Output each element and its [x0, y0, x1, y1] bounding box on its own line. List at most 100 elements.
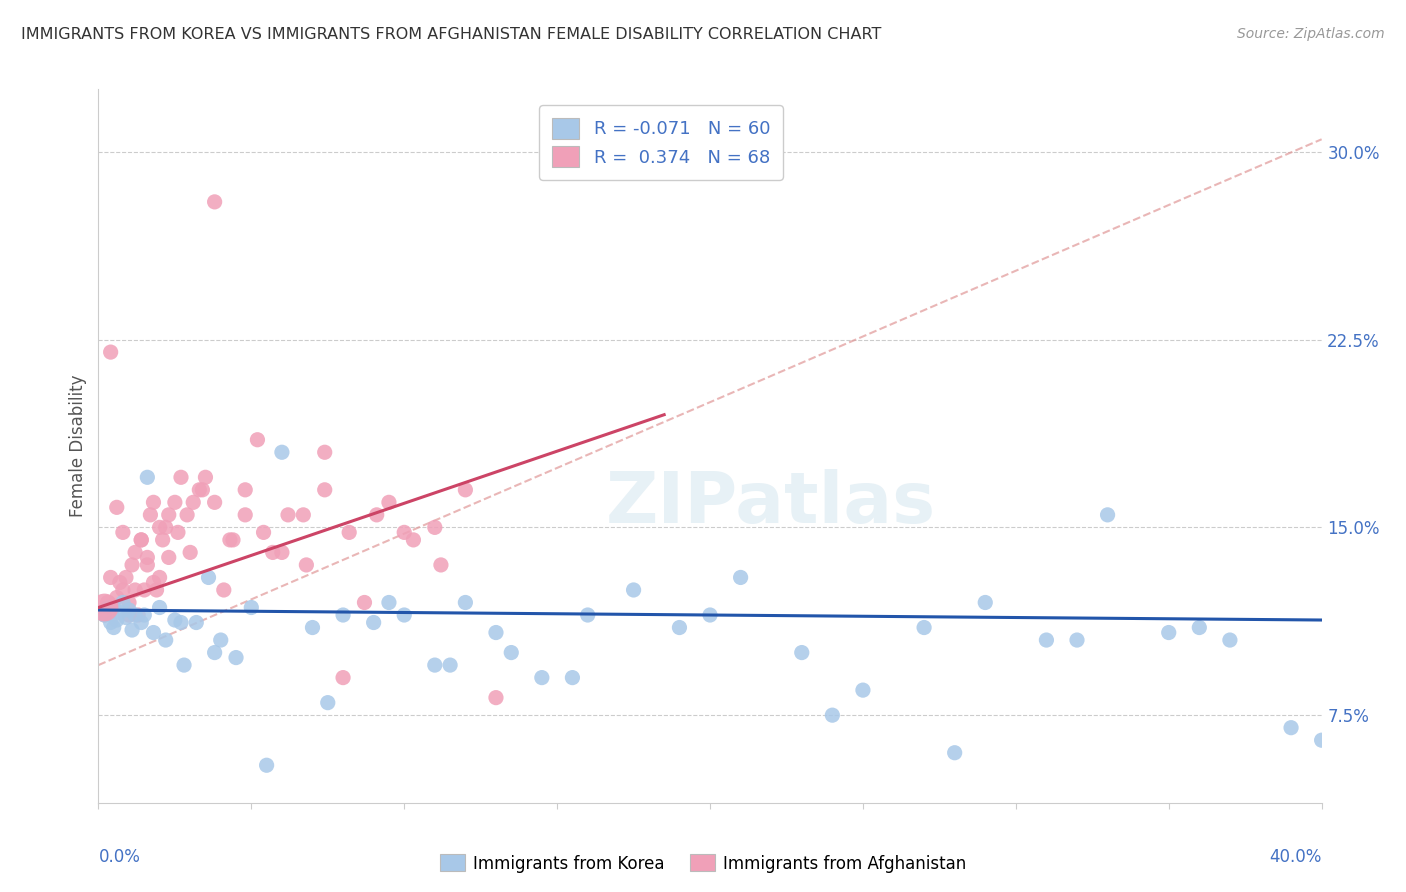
- Point: [314, 483, 336, 497]
- Point: [100, 615, 122, 630]
- Point: [219, 533, 242, 547]
- Point: [97, 595, 120, 609]
- Point: [262, 545, 284, 559]
- Point: [668, 621, 690, 635]
- Point: [103, 600, 125, 615]
- Point: [93, 600, 115, 615]
- Point: [170, 615, 193, 630]
- Point: [155, 520, 177, 534]
- Point: [111, 525, 134, 540]
- Point: [115, 570, 138, 584]
- Legend: Immigrants from Korea, Immigrants from Afghanistan: Immigrants from Korea, Immigrants from A…: [433, 847, 973, 880]
- Point: [363, 615, 385, 630]
- Point: [1279, 721, 1302, 735]
- Point: [127, 607, 149, 622]
- Point: [353, 595, 375, 609]
- Point: [337, 525, 360, 540]
- Point: [501, 646, 523, 660]
- Point: [485, 625, 508, 640]
- Point: [314, 445, 336, 459]
- Point: [115, 610, 138, 624]
- Text: ZIPatlas: ZIPatlas: [606, 468, 936, 538]
- Point: [142, 575, 165, 590]
- Point: [176, 508, 198, 522]
- Point: [943, 746, 966, 760]
- Point: [173, 658, 195, 673]
- Point: [378, 595, 401, 609]
- Y-axis label: Female Disability: Female Disability: [69, 375, 87, 517]
- Point: [105, 613, 128, 627]
- Point: [93, 607, 115, 622]
- Point: [181, 495, 204, 509]
- Point: [292, 508, 315, 522]
- Point: [974, 595, 997, 609]
- Point: [105, 500, 128, 515]
- Point: [105, 591, 128, 605]
- Point: [256, 758, 278, 772]
- Point: [111, 595, 134, 609]
- Point: [246, 433, 269, 447]
- Point: [212, 582, 235, 597]
- Text: Source: ZipAtlas.com: Source: ZipAtlas.com: [1237, 27, 1385, 41]
- Point: [152, 533, 174, 547]
- Legend: R = -0.071   N = 60, R =  0.374   N = 68: R = -0.071 N = 60, R = 0.374 N = 68: [540, 105, 783, 179]
- Point: [240, 600, 263, 615]
- Point: [439, 658, 461, 673]
- Point: [118, 595, 141, 609]
- Point: [108, 606, 131, 620]
- Point: [163, 495, 186, 509]
- Point: [1035, 633, 1057, 648]
- Point: [402, 533, 425, 547]
- Point: [912, 621, 935, 635]
- Point: [1219, 633, 1241, 648]
- Point: [821, 708, 844, 723]
- Point: [142, 495, 165, 509]
- Point: [454, 595, 477, 609]
- Point: [623, 582, 645, 597]
- Point: [204, 646, 226, 660]
- Point: [179, 545, 201, 559]
- Point: [124, 545, 146, 559]
- Point: [485, 690, 508, 705]
- Point: [97, 600, 120, 615]
- Point: [1310, 733, 1333, 747]
- Point: [142, 625, 165, 640]
- Point: [149, 520, 172, 534]
- Point: [233, 483, 256, 497]
- Point: [136, 470, 159, 484]
- Point: [1188, 621, 1211, 635]
- Point: [852, 683, 875, 698]
- Point: [222, 533, 245, 547]
- Point: [121, 558, 143, 572]
- Point: [118, 607, 141, 622]
- Point: [270, 445, 292, 459]
- Point: [129, 533, 152, 547]
- Point: [378, 495, 401, 509]
- Point: [136, 550, 159, 565]
- Point: [118, 603, 141, 617]
- Point: [301, 621, 323, 635]
- Point: [149, 570, 172, 584]
- Point: [454, 483, 477, 497]
- Point: [366, 508, 388, 522]
- Point: [136, 558, 159, 572]
- Point: [103, 621, 125, 635]
- Point: [155, 633, 177, 648]
- Point: [790, 646, 813, 660]
- Point: [124, 607, 146, 622]
- Point: [233, 508, 256, 522]
- Point: [129, 615, 152, 630]
- Point: [197, 570, 219, 584]
- Point: [170, 470, 193, 484]
- Point: [561, 671, 583, 685]
- Point: [124, 582, 146, 597]
- Point: [100, 570, 122, 584]
- Point: [139, 508, 162, 522]
- Point: [270, 545, 292, 559]
- Point: [129, 533, 152, 547]
- Point: [423, 520, 446, 534]
- Point: [100, 345, 122, 359]
- Point: [423, 658, 446, 673]
- Point: [134, 607, 156, 622]
- Point: [1066, 633, 1088, 648]
